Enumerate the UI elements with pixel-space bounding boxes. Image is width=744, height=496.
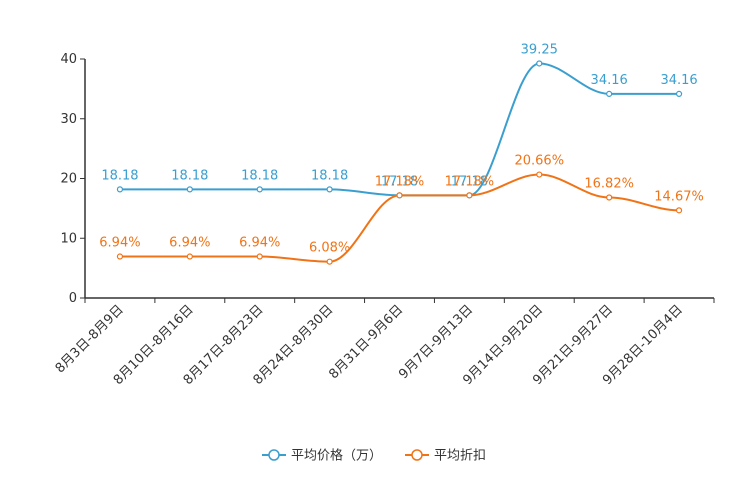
data-label: 14.67% bbox=[654, 189, 704, 204]
data-label: 34.16 bbox=[591, 73, 628, 88]
data-label: 16.82% bbox=[584, 177, 634, 192]
x-axis: 8月3日-8月9日8月10日-8月16日8月17日-8月23日8月24日-8月3… bbox=[53, 297, 715, 388]
data-label: 34.16 bbox=[660, 73, 697, 88]
data-label: 17.18% bbox=[445, 174, 495, 189]
series-layer: 18.18 18.18 18.18 18.18 17.18 17.18 39.25 34.16… bbox=[99, 42, 704, 265]
data-label: 17.18 bbox=[451, 174, 488, 189]
legend-label: 平均折扣 bbox=[434, 449, 486, 464]
x-tick-label: 8月3日-8月9日 bbox=[53, 302, 127, 376]
y-axis: 0 10 20 30 40 bbox=[60, 52, 86, 306]
data-point[interactable] bbox=[256, 186, 263, 193]
data-label: 6.94% bbox=[239, 236, 280, 251]
legend-marker-icon bbox=[268, 449, 280, 461]
data-point[interactable] bbox=[186, 253, 193, 260]
data-label: 39.25 bbox=[521, 42, 558, 57]
data-point[interactable] bbox=[396, 192, 403, 199]
data-label: 18.18 bbox=[101, 168, 138, 183]
data-point[interactable] bbox=[116, 253, 124, 260]
series-2: 6.94% 6.94% 6.94% 6.08% 17.18% 17.18% 20.66% 16… bbox=[99, 154, 704, 265]
data-point[interactable] bbox=[466, 192, 473, 199]
legend-marker-icon bbox=[411, 449, 423, 461]
data-point[interactable] bbox=[326, 186, 333, 193]
series-1: 18.18 18.18 18.18 18.18 17.18 17.18 39.25 34.16… bbox=[101, 42, 698, 199]
data-point[interactable] bbox=[326, 258, 333, 265]
legend[interactable]: 平均价格（万） 平均折扣 bbox=[262, 448, 486, 464]
y-tick-label: 20 bbox=[60, 172, 77, 187]
data-point[interactable] bbox=[606, 194, 613, 201]
y-tick-label: 0 bbox=[69, 291, 77, 306]
data-point[interactable] bbox=[606, 90, 613, 97]
data-label: 6.08% bbox=[309, 241, 350, 256]
data-point[interactable] bbox=[116, 186, 124, 193]
data-point[interactable] bbox=[536, 171, 543, 178]
data-label: 18.18 bbox=[311, 168, 348, 183]
data-label: 18.18 bbox=[241, 168, 278, 183]
legend-label: 平均价格（万） bbox=[291, 448, 382, 464]
x-tick-label: 8月31日-9月6日 bbox=[326, 302, 406, 382]
data-point[interactable] bbox=[675, 207, 683, 214]
data-label: 18.18 bbox=[171, 168, 208, 183]
data-label: 20.66% bbox=[514, 154, 564, 169]
x-tick-label: 9月7日-9月13日 bbox=[396, 302, 476, 382]
data-point[interactable] bbox=[186, 186, 193, 193]
data-point[interactable] bbox=[536, 60, 543, 67]
data-label: 17.18% bbox=[375, 174, 425, 189]
y-tick-label: 10 bbox=[60, 231, 77, 246]
data-point[interactable] bbox=[675, 90, 683, 97]
data-label: 17.18 bbox=[381, 174, 418, 189]
data-label: 6.94% bbox=[169, 236, 210, 251]
y-tick-label: 40 bbox=[60, 52, 77, 67]
legend-item-2[interactable]: 平均折扣 bbox=[405, 449, 486, 464]
y-tick-label: 30 bbox=[60, 112, 77, 127]
data-point[interactable] bbox=[256, 253, 263, 260]
data-label: 6.94% bbox=[99, 236, 140, 251]
legend-item-1[interactable]: 平均价格（万） bbox=[262, 448, 382, 464]
